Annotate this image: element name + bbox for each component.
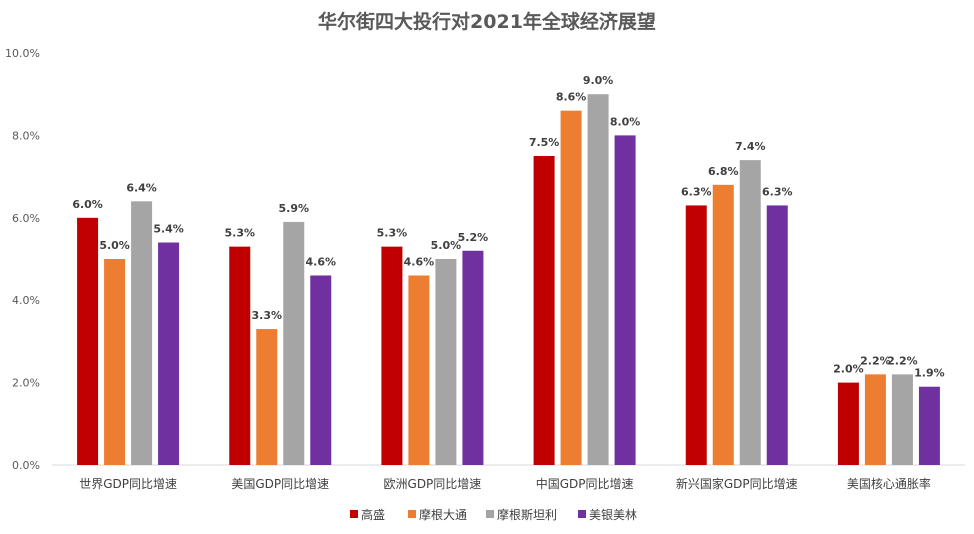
legend-swatch xyxy=(408,510,416,518)
data-label: 6.0% xyxy=(72,198,103,211)
bar xyxy=(158,242,180,465)
x-tick-label: 美国核心通胀率 xyxy=(847,476,931,491)
x-tick-label: 世界GDP同比增速 xyxy=(79,477,177,491)
data-label: 8.6% xyxy=(556,91,587,104)
bar xyxy=(891,374,913,465)
bar xyxy=(739,160,761,465)
data-label: 5.4% xyxy=(153,223,184,236)
data-label: 2.0% xyxy=(833,363,864,376)
bar xyxy=(77,217,99,465)
bar xyxy=(533,156,555,465)
bar xyxy=(310,275,332,465)
bar xyxy=(614,135,636,465)
data-label: 6.3% xyxy=(681,185,712,198)
bar xyxy=(712,184,734,465)
bar xyxy=(587,94,609,465)
y-tick-label: 4.0% xyxy=(12,294,40,307)
data-label: 4.6% xyxy=(404,255,435,268)
y-tick-label: 10.0% xyxy=(5,47,40,60)
bar xyxy=(283,221,305,465)
data-label: 4.6% xyxy=(305,255,336,268)
bar xyxy=(560,110,582,466)
x-tick-label: 欧洲GDP同比增速 xyxy=(384,477,482,491)
legend-swatch xyxy=(350,510,358,518)
bar xyxy=(435,259,457,465)
data-label: 5.3% xyxy=(224,227,255,240)
bar xyxy=(462,250,484,465)
data-label: 7.4% xyxy=(735,140,766,153)
data-label: 5.3% xyxy=(377,227,408,240)
y-tick-label: 6.0% xyxy=(12,212,40,225)
data-label: 9.0% xyxy=(583,74,614,87)
chart-title: 华尔街四大投行对2021年全球经济展望 xyxy=(318,10,656,33)
data-label: 5.0% xyxy=(431,239,462,252)
data-label: 3.3% xyxy=(251,309,282,322)
data-label: 2.2% xyxy=(860,354,891,367)
legend-label: 美银美林 xyxy=(589,508,637,522)
data-label: 5.9% xyxy=(278,202,309,215)
x-tick-label: 美国GDP同比增速 xyxy=(231,477,329,491)
legend-label: 摩根斯坦利 xyxy=(497,507,557,522)
data-label: 5.0% xyxy=(99,239,130,252)
bar xyxy=(685,205,707,465)
y-tick-label: 0.0% xyxy=(12,459,40,472)
data-label: 5.2% xyxy=(458,231,489,244)
bar xyxy=(381,246,403,465)
x-tick-label: 新兴国家GDP同比增速 xyxy=(676,476,798,491)
data-label: 8.0% xyxy=(610,115,641,128)
data-label: 6.4% xyxy=(126,181,157,194)
data-label: 6.3% xyxy=(762,185,793,198)
x-tick-label: 中国GDP同比增速 xyxy=(536,476,634,491)
bar xyxy=(864,374,886,465)
data-label: 2.2% xyxy=(887,354,918,367)
bar xyxy=(918,386,940,465)
bar xyxy=(408,275,430,465)
legend-swatch xyxy=(486,510,494,518)
legend-label: 摩根大通 xyxy=(419,507,467,522)
bar xyxy=(104,259,126,465)
legend-swatch xyxy=(578,510,586,518)
data-label: 1.9% xyxy=(914,367,945,380)
data-label: 6.8% xyxy=(708,165,739,178)
bar xyxy=(229,246,251,465)
bar xyxy=(766,205,788,465)
bar xyxy=(837,382,859,465)
bar xyxy=(131,201,153,465)
y-tick-label: 2.0% xyxy=(12,377,40,390)
legend-label: 高盛 xyxy=(361,507,385,522)
y-tick-label: 8.0% xyxy=(12,129,40,142)
data-label: 7.5% xyxy=(529,136,560,149)
bar xyxy=(256,329,278,465)
